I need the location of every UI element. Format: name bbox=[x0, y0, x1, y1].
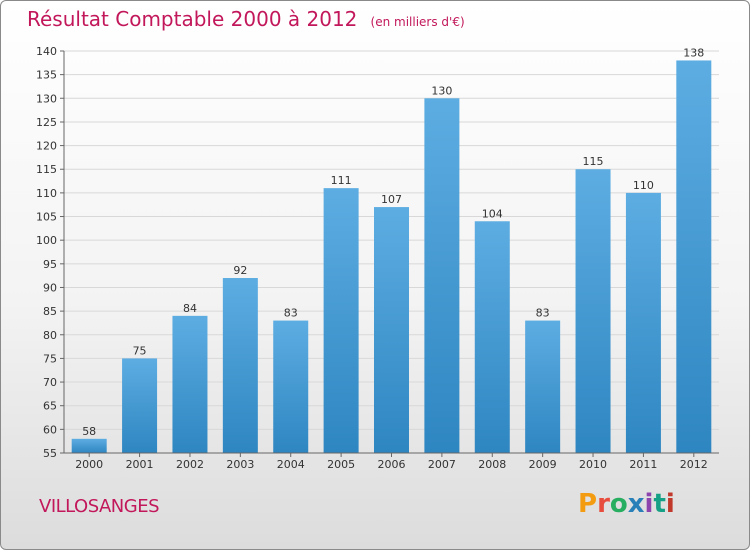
y-tick-label: 115 bbox=[36, 163, 57, 176]
brand-letter: x bbox=[627, 489, 645, 519]
y-tick-label: 95 bbox=[43, 258, 57, 271]
x-tick-label-2004: 2004 bbox=[277, 458, 305, 471]
data-label-2000: 58 bbox=[82, 425, 96, 438]
y-tick-label: 140 bbox=[36, 45, 57, 58]
data-label-2003: 92 bbox=[233, 264, 247, 277]
x-tick-label-2012: 2012 bbox=[680, 458, 708, 471]
brand-letter: t bbox=[653, 489, 666, 519]
y-tick-label: 75 bbox=[43, 352, 57, 365]
y-tick-label: 120 bbox=[36, 140, 57, 153]
y-tick-label: 105 bbox=[36, 211, 57, 224]
brand-letter: i bbox=[644, 489, 654, 519]
y-tick-label: 65 bbox=[43, 400, 57, 413]
y-tick-label: 60 bbox=[43, 423, 57, 436]
bar-2002 bbox=[172, 315, 208, 453]
data-label-2010: 115 bbox=[583, 155, 604, 168]
data-label-2011: 110 bbox=[633, 179, 654, 192]
x-tick-label-2005: 2005 bbox=[327, 458, 355, 471]
y-tick-label: 85 bbox=[43, 305, 57, 318]
brand-letter: i bbox=[665, 489, 675, 519]
x-tick-label-2008: 2008 bbox=[478, 458, 506, 471]
x-tick-label-2006: 2006 bbox=[378, 458, 406, 471]
bars: 58 75 84 92 83 111 107 130 104 83 115 110 138 bbox=[71, 46, 712, 453]
y-tick-label: 130 bbox=[36, 92, 57, 105]
bar-2010 bbox=[575, 169, 611, 453]
bar-2008 bbox=[474, 221, 510, 453]
y-tick-label: 70 bbox=[43, 376, 57, 389]
y-tick-label: 110 bbox=[36, 187, 57, 200]
chart-title-unit: (en milliers d'€) bbox=[370, 15, 465, 29]
x-tick-label-2003: 2003 bbox=[226, 458, 254, 471]
data-label-2001: 75 bbox=[133, 344, 147, 357]
bar-2005 bbox=[323, 188, 359, 453]
data-label-2012: 138 bbox=[683, 46, 704, 59]
y-tick-label: 125 bbox=[36, 116, 57, 129]
x-tick-label-2000: 2000 bbox=[75, 458, 103, 471]
x-tick-label-2010: 2010 bbox=[579, 458, 607, 471]
y-axis: 55 60 65 70 75 80 85 90 95 100 105 110 115 120 125 130 1… bbox=[36, 45, 65, 460]
brand-letter: P bbox=[578, 489, 598, 519]
data-label-2004: 83 bbox=[284, 307, 298, 320]
y-tick-label: 55 bbox=[43, 447, 57, 460]
data-label-2002: 84 bbox=[183, 302, 197, 315]
data-label-2006: 107 bbox=[381, 193, 402, 206]
bar-2000 bbox=[71, 438, 107, 453]
brand-letter: r bbox=[597, 489, 610, 519]
y-tick-label: 135 bbox=[36, 69, 57, 82]
x-tick-label-2007: 2007 bbox=[428, 458, 456, 471]
bar-2003 bbox=[222, 278, 258, 453]
x-tick-label-2002: 2002 bbox=[176, 458, 204, 471]
chart-title-main: Résultat Comptable 2000 à 2012 bbox=[27, 7, 358, 31]
data-label-2007: 130 bbox=[431, 84, 452, 97]
bar-2012 bbox=[676, 60, 712, 453]
commune-name: VILLOSANGES bbox=[39, 496, 160, 517]
bar-2004 bbox=[273, 320, 309, 453]
x-tick-label-2009: 2009 bbox=[529, 458, 557, 471]
bar-2006 bbox=[374, 207, 409, 453]
bar-2009 bbox=[525, 320, 561, 453]
bar-2001 bbox=[122, 358, 158, 453]
bar-2011 bbox=[625, 192, 661, 453]
chart-title: Résultat Comptable 2000 à 2012 (en milli… bbox=[27, 7, 465, 31]
x-tick-label-2001: 2001 bbox=[126, 458, 154, 471]
data-label-2009: 83 bbox=[536, 307, 550, 320]
x-axis: 2000 2001 2002 2003 2004 2005 2006 2007 2008 2009… bbox=[64, 452, 719, 471]
proxiti-logo: Proxiti bbox=[578, 489, 675, 519]
x-tick-label-2011: 2011 bbox=[629, 458, 657, 471]
data-label-2005: 111 bbox=[331, 174, 352, 187]
y-tick-label: 80 bbox=[43, 329, 57, 342]
y-tick-label: 90 bbox=[43, 281, 57, 294]
y-tick-label: 100 bbox=[36, 234, 57, 247]
data-label-2008: 104 bbox=[482, 207, 503, 220]
bar-2007 bbox=[424, 98, 460, 453]
brand-letter: o bbox=[609, 489, 628, 519]
